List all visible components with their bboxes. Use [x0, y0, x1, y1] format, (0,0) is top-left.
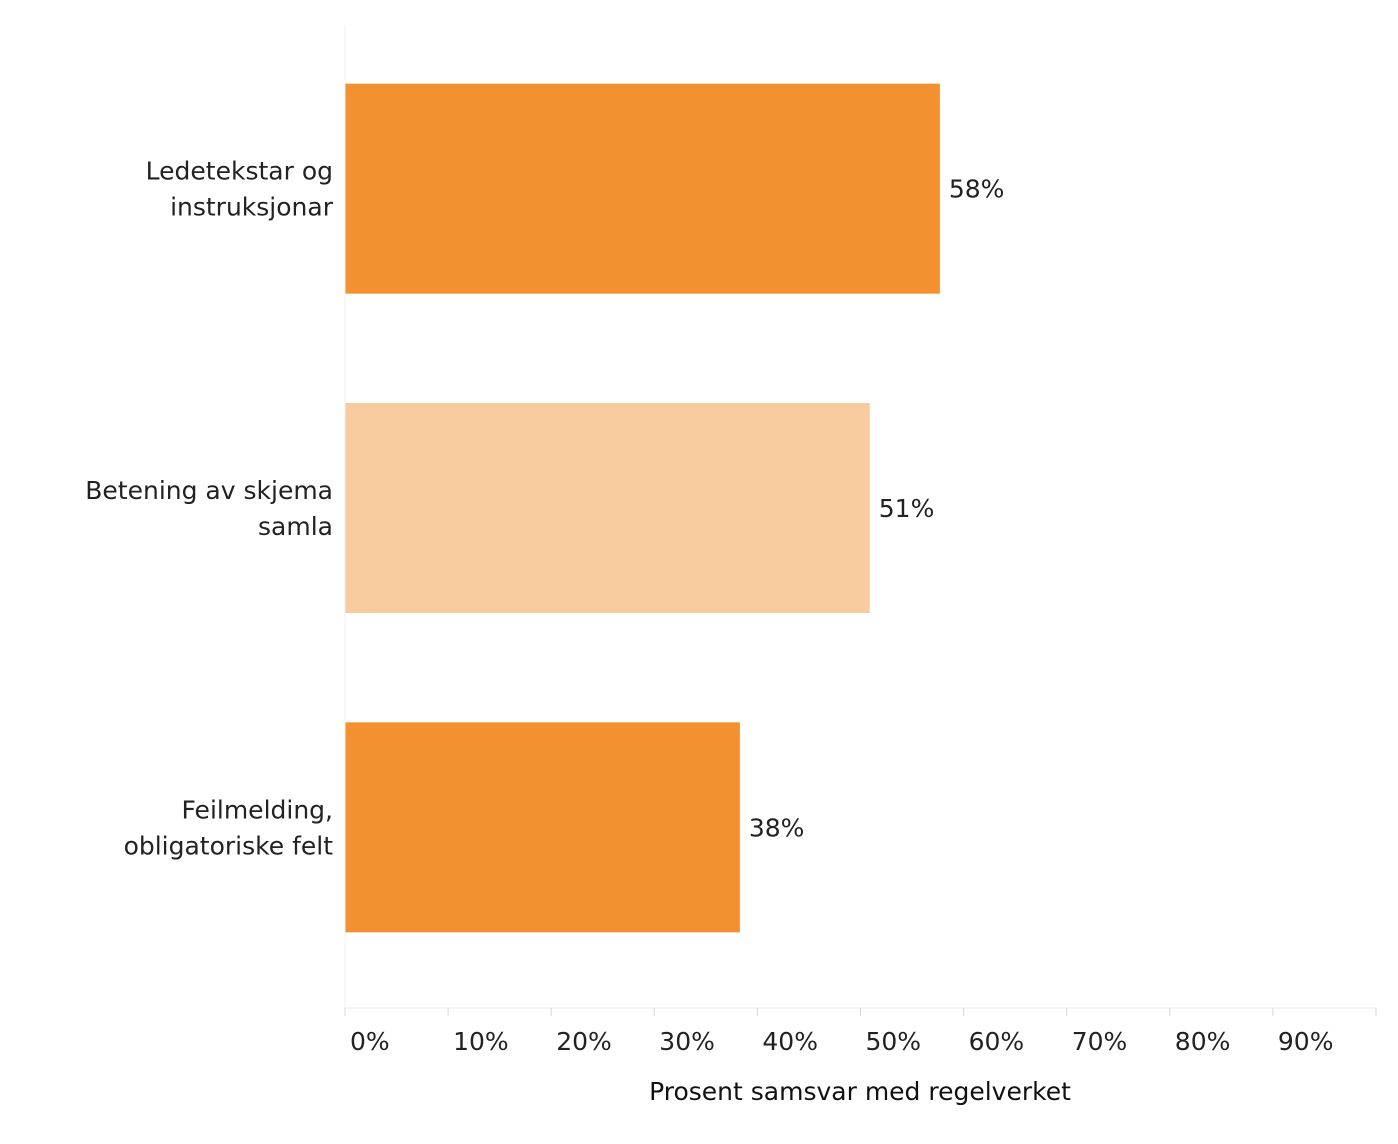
category-label: Ledetekstar og instruksjonar — [146, 157, 334, 222]
x-tick-label: 70% — [1072, 1027, 1128, 1056]
bar — [345, 403, 870, 613]
category-label: Betening av skjema samla — [85, 476, 333, 541]
x-tick-label: 60% — [969, 1027, 1025, 1056]
data-label: 51% — [879, 494, 935, 523]
x-axis-title: Prosent samsvar med regelverket — [649, 1077, 1071, 1106]
data-label: 38% — [749, 813, 805, 842]
plot-area: 58% 51% 38% — [345, 83, 1005, 933]
x-tick-label: 40% — [762, 1027, 818, 1056]
x-tick-label: 90% — [1278, 1027, 1334, 1056]
bar — [345, 722, 740, 933]
x-tick-label: 0% — [350, 1027, 390, 1056]
x-tick-label: 30% — [659, 1027, 715, 1056]
category-label: Feilmelding, obligatoriske felt — [124, 795, 334, 860]
x-tick-label: 20% — [556, 1027, 612, 1056]
x-tick-label: 80% — [1175, 1027, 1231, 1056]
x-axis: 0% 10% 20% 30% 40% 50% 60% 70% 80% 90% — [344, 1007, 1377, 1056]
bar — [345, 83, 940, 294]
x-tick-label: 50% — [866, 1027, 922, 1056]
x-tick-label: 10% — [453, 1027, 509, 1056]
y-axis: Ledetekstar og instruksjonar Betening av s… — [85, 25, 346, 1008]
data-label: 58% — [949, 175, 1005, 204]
